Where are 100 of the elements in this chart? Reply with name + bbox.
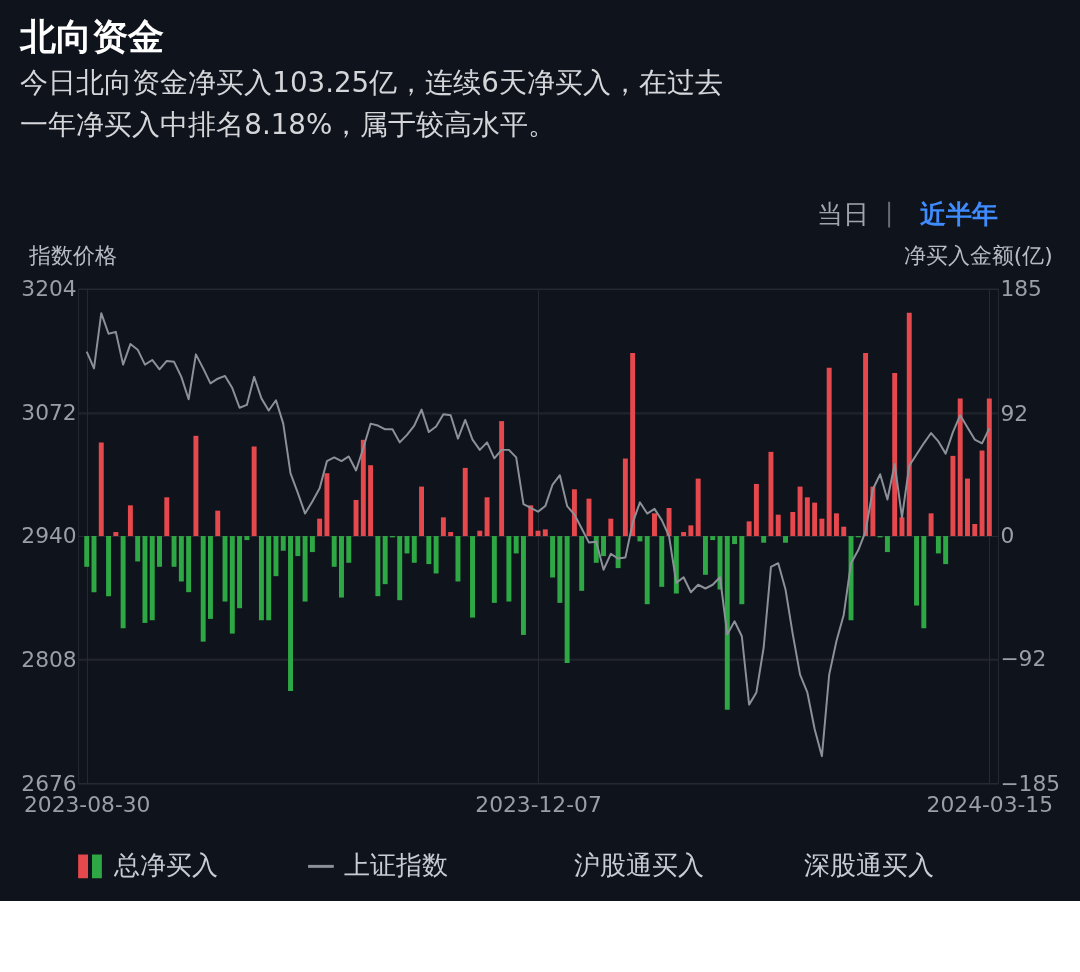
bar bbox=[258, 536, 264, 621]
y2-tick-label: 185 bbox=[1000, 276, 1042, 302]
bar bbox=[768, 451, 774, 537]
text: 深股通买入 bbox=[803, 850, 934, 881]
bar bbox=[746, 521, 752, 537]
bar bbox=[382, 536, 388, 585]
bar bbox=[775, 514, 781, 537]
text: 近半年 bbox=[919, 198, 998, 229]
bar bbox=[659, 536, 665, 587]
bar bbox=[783, 536, 788, 543]
bar bbox=[797, 486, 803, 537]
y-tick-label: 2808 bbox=[21, 647, 77, 673]
bar bbox=[761, 536, 767, 543]
y-axis-title: 指数价格 bbox=[28, 242, 118, 268]
bar bbox=[302, 536, 308, 602]
x-tick-label: 2023-12-07 bbox=[475, 792, 602, 818]
bar bbox=[113, 532, 119, 537]
y-tick-label: 2940 bbox=[21, 523, 77, 549]
bar bbox=[695, 478, 701, 537]
bar bbox=[149, 536, 155, 621]
bar bbox=[135, 536, 141, 562]
bar bbox=[288, 536, 293, 692]
y-tick-label: 3204 bbox=[21, 276, 77, 302]
bar bbox=[790, 511, 796, 537]
bar bbox=[499, 421, 505, 537]
bar bbox=[419, 486, 425, 537]
bar bbox=[470, 536, 475, 618]
bar bbox=[477, 530, 483, 537]
bar bbox=[943, 536, 949, 565]
bar bbox=[309, 536, 315, 553]
bar bbox=[506, 536, 512, 602]
bar bbox=[914, 536, 920, 606]
bar bbox=[164, 497, 170, 537]
y-tick-label: 3072 bbox=[21, 399, 77, 425]
bar bbox=[615, 536, 621, 569]
bar bbox=[360, 439, 366, 537]
bar bbox=[433, 536, 439, 574]
bar bbox=[397, 536, 403, 601]
bar bbox=[207, 536, 213, 619]
bar bbox=[426, 536, 432, 565]
bar bbox=[681, 532, 687, 537]
bar bbox=[928, 513, 934, 537]
bar bbox=[520, 536, 526, 635]
bar bbox=[921, 536, 927, 629]
bar bbox=[630, 352, 636, 537]
bar bbox=[986, 398, 992, 537]
bar bbox=[550, 536, 556, 578]
bar bbox=[157, 536, 162, 567]
line-series bbox=[85, 312, 991, 758]
bar bbox=[753, 483, 759, 537]
bar bbox=[652, 513, 657, 537]
bar bbox=[622, 458, 628, 537]
bar bbox=[804, 497, 810, 537]
bar bbox=[724, 536, 730, 710]
bar bbox=[324, 473, 330, 537]
bar bbox=[229, 536, 235, 634]
legend-label: 总净买入 bbox=[112, 850, 218, 881]
bar bbox=[331, 536, 337, 567]
bar bbox=[833, 513, 839, 537]
y2-tick-label: −92 bbox=[1000, 646, 1047, 672]
bar bbox=[732, 536, 738, 545]
bar bbox=[892, 373, 898, 537]
bar bbox=[812, 502, 818, 537]
bar bbox=[491, 536, 497, 603]
bar bbox=[462, 467, 468, 537]
bar bbox=[200, 536, 206, 642]
bar bbox=[702, 536, 708, 575]
bar bbox=[863, 352, 869, 537]
bar bbox=[127, 505, 133, 537]
bar bbox=[557, 536, 563, 603]
bar bbox=[957, 398, 963, 537]
bar bbox=[710, 536, 716, 541]
bar bbox=[375, 536, 381, 597]
bar bbox=[579, 536, 585, 591]
bar bbox=[542, 529, 548, 537]
bar bbox=[106, 536, 112, 597]
bar bbox=[98, 442, 104, 537]
bar bbox=[528, 505, 534, 537]
text: 当日 bbox=[817, 198, 870, 229]
bar bbox=[317, 518, 323, 537]
bar bbox=[266, 536, 272, 621]
bar bbox=[215, 510, 221, 537]
bar bbox=[193, 435, 199, 537]
bar bbox=[142, 536, 148, 623]
legend-label: 上证指数 bbox=[343, 850, 448, 881]
bar bbox=[826, 367, 832, 537]
bar bbox=[972, 524, 978, 537]
y2-tick-label: 92 bbox=[1000, 400, 1029, 426]
bar bbox=[935, 536, 941, 554]
bar bbox=[280, 536, 286, 551]
bar bbox=[965, 478, 970, 537]
bar bbox=[455, 536, 461, 582]
bar bbox=[295, 536, 301, 557]
bar bbox=[251, 446, 257, 537]
bar bbox=[906, 312, 912, 537]
bar bbox=[346, 536, 352, 563]
bar bbox=[819, 518, 825, 537]
bar bbox=[186, 536, 192, 593]
bar bbox=[339, 536, 344, 598]
bar bbox=[666, 507, 672, 537]
